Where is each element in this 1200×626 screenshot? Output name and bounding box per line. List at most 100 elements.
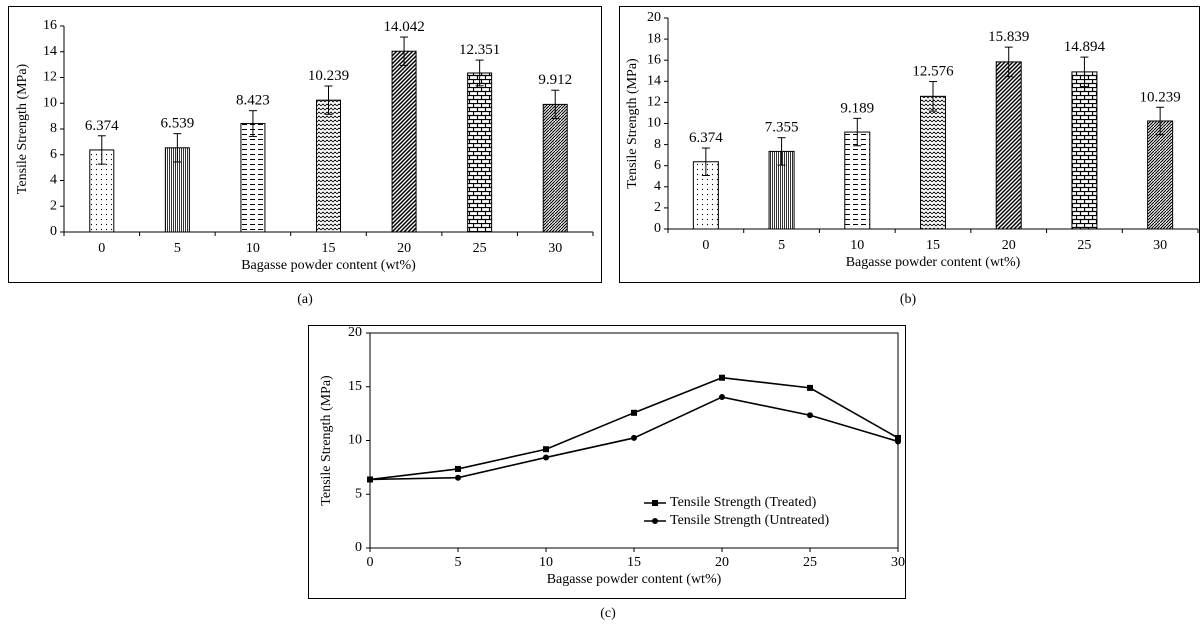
y-tick-label: 5 — [355, 486, 362, 501]
caption-c: (c) — [600, 606, 616, 621]
y-tick-label: 0 — [50, 224, 57, 239]
y-tick-label: 14 — [43, 44, 57, 59]
legend-label: Tensile Strength (Untreated) — [670, 513, 830, 528]
bar — [920, 95, 946, 230]
x-tick-label: 30 — [548, 241, 562, 256]
y-tick-label: 4 — [654, 179, 661, 194]
x-tick-label: 15 — [322, 241, 336, 256]
bar — [391, 50, 417, 233]
legend-label: Tensile Strength (Treated) — [670, 495, 817, 510]
data-label: 9.912 — [538, 72, 572, 88]
data-label: 14.042 — [383, 19, 424, 35]
data-point-circle — [543, 454, 549, 461]
x-tick-label: 25 — [473, 241, 487, 256]
y-tick-label: 14 — [647, 74, 661, 89]
x-tick-label: 20 — [397, 241, 411, 256]
x-tick-label: 20 — [1002, 238, 1016, 253]
bar — [467, 72, 493, 233]
data-point-circle — [719, 394, 725, 401]
bar-chart-b: 0 2 4 6 8 10 12 14 16 18 20 6.374 0 7.355 5 9.189 10 12.5… — [619, 6, 1200, 283]
data-point-square — [719, 374, 725, 381]
x-tick-label: 30 — [891, 555, 905, 570]
y-tick-label: 10 — [348, 433, 362, 448]
y-tick-label: 0 — [355, 540, 362, 555]
bar-chart-a: 0 2 4 6 8 10 12 14 16 6.374 0 6.539 5 8.423 10 10.239 15… — [8, 6, 602, 283]
data-label: 6.539 — [160, 116, 194, 132]
y-axis-label: Tensile Strength (MPa) — [15, 63, 30, 194]
bar — [844, 131, 871, 230]
data-point-circle — [631, 434, 637, 441]
y-tick-label: 10 — [43, 95, 57, 110]
x-tick-label: 10 — [850, 238, 864, 253]
data-label: 7.355 — [765, 120, 799, 136]
y-tick-label: 12 — [647, 95, 661, 110]
data-label: 10.239 — [1140, 89, 1181, 105]
bar-chart-b-canvas: 0 2 4 6 8 10 12 14 16 18 20 6.374 0 7.355 5 9.189 10 12.5… — [625, 10, 1199, 270]
x-axis-label: Bagasse powder content (wt%) — [241, 258, 416, 273]
data-label: 12.576 — [912, 64, 954, 80]
y-tick-label: 10 — [647, 116, 661, 131]
data-label: 12.351 — [459, 42, 500, 58]
y-axis-label: Tensile Strength (MPa) — [319, 375, 334, 506]
x-tick-label: 25 — [803, 555, 817, 570]
x-tick-label: 5 — [174, 241, 181, 256]
x-axis-label: Bagasse powder content (wt%) — [846, 255, 1021, 270]
data-label: 9.189 — [840, 100, 874, 116]
y-tick-label: 8 — [654, 137, 661, 152]
x-tick-label: 10 — [539, 555, 553, 570]
y-tick-label: 12 — [43, 70, 57, 85]
x-tick-label: 0 — [98, 241, 105, 256]
bar-chart-a-canvas: 0 2 4 6 8 10 12 14 16 6.374 0 6.539 5 8.423 10 10.239 15… — [15, 18, 594, 273]
legend-marker-circle — [652, 518, 658, 524]
series-line-0 — [369, 376, 899, 481]
y-tick-label: 20 — [647, 10, 661, 25]
y-tick-label: 20 — [348, 326, 362, 340]
x-tick-label: 5 — [455, 555, 462, 570]
y-tick-label: 8 — [50, 121, 57, 136]
bar — [542, 103, 568, 233]
x-tick-label: 25 — [1077, 238, 1091, 253]
bar — [240, 123, 266, 233]
data-point-square — [895, 434, 901, 441]
data-point-square — [455, 465, 461, 472]
x-tick-label: 0 — [367, 555, 374, 570]
data-label: 14.894 — [1064, 39, 1106, 55]
line-chart-c: 0 5 10 15 20 0 5 10 15 20 25 30 Tensile Strength (Tr… — [308, 325, 906, 599]
x-tick-label: 10 — [246, 241, 260, 256]
data-point-square — [631, 409, 637, 416]
x-tick-label: 20 — [715, 555, 729, 570]
data-point-circle — [367, 476, 373, 483]
bar — [1071, 71, 1098, 230]
y-axis-label: Tensile Strength (MPa) — [625, 58, 640, 189]
x-tick-label: 30 — [1153, 238, 1167, 253]
y-tick-label: 4 — [50, 173, 57, 188]
x-tick-label: 15 — [627, 555, 641, 570]
caption-a: (a) — [297, 292, 313, 307]
data-label: 8.423 — [236, 93, 270, 109]
x-tick-label: 15 — [926, 238, 940, 253]
y-tick-label: 6 — [50, 147, 57, 162]
data-point-square — [543, 446, 549, 453]
x-tick-label: 0 — [702, 238, 709, 253]
caption-b: (b) — [899, 292, 917, 307]
data-label: 6.374 — [85, 118, 119, 134]
y-tick-label: 2 — [50, 198, 57, 213]
y-tick-label: 16 — [647, 52, 661, 67]
line-chart-c-canvas: 0 5 10 15 20 0 5 10 15 20 25 30 Tensile Strength (Tr… — [319, 326, 905, 587]
data-point-circle — [895, 438, 901, 445]
y-tick-label: 0 — [654, 221, 661, 236]
y-tick-label: 6 — [654, 158, 661, 173]
y-tick-label: 15 — [348, 379, 362, 394]
data-label: 15.839 — [988, 29, 1029, 45]
bar — [995, 61, 1022, 230]
bar — [1147, 120, 1174, 230]
data-label: 6.374 — [689, 130, 723, 146]
bar — [316, 99, 341, 233]
data-point-circle — [455, 474, 461, 481]
y-tick-label: 16 — [43, 18, 57, 33]
y-tick-label: 2 — [654, 200, 661, 215]
data-point-circle — [807, 412, 813, 419]
y-tick-label: 18 — [647, 31, 661, 46]
x-axis-label: Bagasse powder content (wt%) — [547, 572, 722, 587]
data-point-square — [807, 384, 813, 391]
